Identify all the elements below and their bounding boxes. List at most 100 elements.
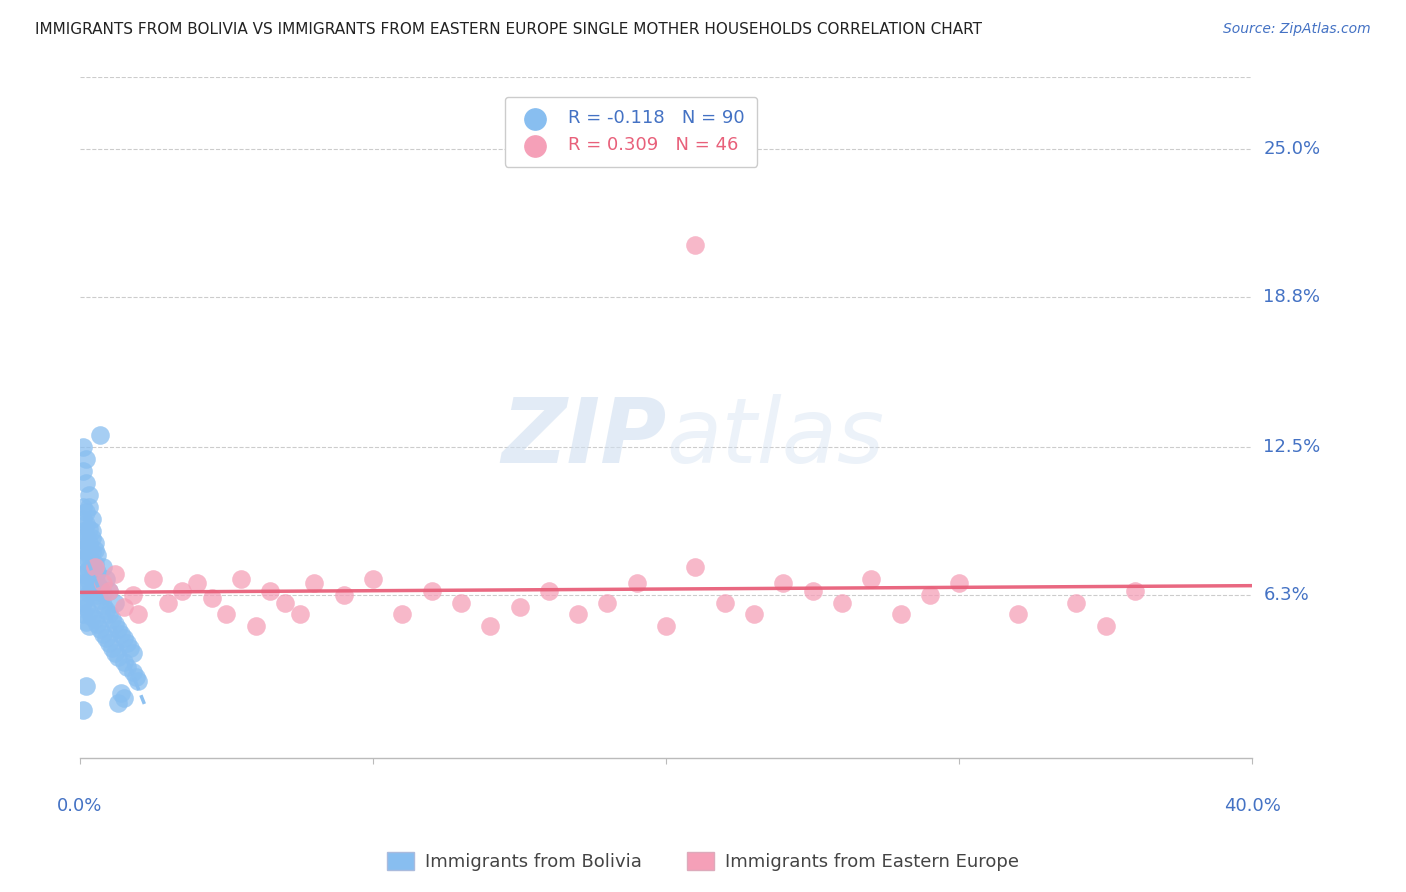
Text: 6.3%: 6.3% (1264, 586, 1309, 605)
Text: 25.0%: 25.0% (1264, 140, 1320, 158)
Point (75, 550, 97, 565)
Point (245, 619, 267, 633)
Point (77, 605, 100, 619)
Point (91, 598, 114, 612)
Point (72, 500, 94, 514)
Point (104, 646, 127, 660)
Point (72, 576, 94, 591)
Point (91, 586, 114, 600)
Point (75, 579, 97, 593)
Point (101, 612, 124, 626)
Point (80, 559, 103, 574)
Point (1094, 619, 1116, 633)
Point (72, 566, 94, 581)
Point (450, 595, 472, 609)
Point (86, 617, 108, 632)
Point (229, 572, 252, 586)
Point (91, 559, 114, 574)
Point (83, 543, 105, 558)
Point (98, 583, 121, 598)
Point (121, 588, 143, 602)
Point (72, 512, 94, 526)
Point (80, 583, 103, 598)
Point (83, 559, 105, 574)
Point (72, 441, 94, 455)
Point (75, 679, 97, 693)
Point (1007, 607, 1029, 622)
Text: ZIP: ZIP (501, 394, 666, 482)
Point (80, 572, 103, 586)
Point (72, 607, 94, 622)
Point (713, 595, 735, 609)
Point (685, 237, 707, 252)
Point (77, 536, 100, 550)
Text: atlas: atlas (666, 394, 884, 482)
Point (75, 529, 97, 543)
Point (509, 600, 531, 615)
Point (77, 586, 100, 600)
Point (77, 562, 100, 576)
Point (655, 619, 678, 633)
Point (72, 524, 94, 538)
Point (98, 583, 121, 598)
Point (112, 655, 135, 669)
Point (98, 607, 121, 622)
Point (124, 669, 146, 683)
Point (72, 552, 94, 566)
Point (80, 610, 103, 624)
Point (83, 612, 105, 626)
Point (112, 632, 135, 646)
Point (86, 548, 108, 562)
Point (86, 565, 108, 579)
Point (96, 603, 118, 617)
Point (75, 565, 97, 579)
Point (80, 531, 103, 545)
Point (83, 536, 105, 550)
Point (96, 632, 118, 646)
Point (86, 576, 108, 591)
Point (361, 572, 384, 586)
Point (72, 533, 94, 548)
Point (772, 576, 794, 591)
Point (75, 541, 97, 555)
Text: 0.0%: 0.0% (58, 797, 103, 814)
Point (104, 566, 127, 581)
Point (128, 607, 150, 622)
Point (860, 572, 883, 586)
Point (75, 476, 97, 491)
Point (107, 696, 129, 710)
Point (215, 607, 238, 622)
Point (274, 595, 297, 609)
Point (80, 512, 103, 526)
Point (156, 595, 179, 609)
Legend: R = -0.118   N = 90, R = 0.309   N = 46: R = -0.118 N = 90, R = 0.309 N = 46 (505, 96, 758, 167)
Point (86, 588, 108, 602)
Point (91, 626, 114, 640)
Point (288, 607, 311, 622)
Point (142, 572, 165, 586)
Point (77, 619, 100, 633)
Text: 12.5%: 12.5% (1264, 438, 1320, 457)
Point (420, 583, 443, 598)
Point (332, 588, 354, 602)
Point (72, 543, 94, 558)
Text: IMMIGRANTS FROM BOLIVIA VS IMMIGRANTS FROM EASTERN EUROPE SINGLE MOTHER HOUSEHOL: IMMIGRANTS FROM BOLIVIA VS IMMIGRANTS FR… (35, 22, 983, 37)
Point (801, 583, 824, 598)
Point (75, 516, 97, 531)
Point (72, 464, 94, 478)
Point (80, 524, 103, 538)
Point (77, 548, 100, 562)
Point (121, 646, 143, 660)
Point (89, 593, 111, 607)
Point (107, 650, 129, 665)
Point (567, 607, 589, 622)
Point (96, 572, 118, 586)
Point (77, 522, 100, 536)
Point (89, 428, 111, 442)
Point (80, 545, 103, 559)
Point (626, 576, 648, 591)
Point (186, 576, 208, 591)
Point (918, 588, 941, 602)
Legend: Immigrants from Bolivia, Immigrants from Eastern Europe: Immigrants from Bolivia, Immigrants from… (380, 845, 1026, 879)
Point (128, 674, 150, 689)
